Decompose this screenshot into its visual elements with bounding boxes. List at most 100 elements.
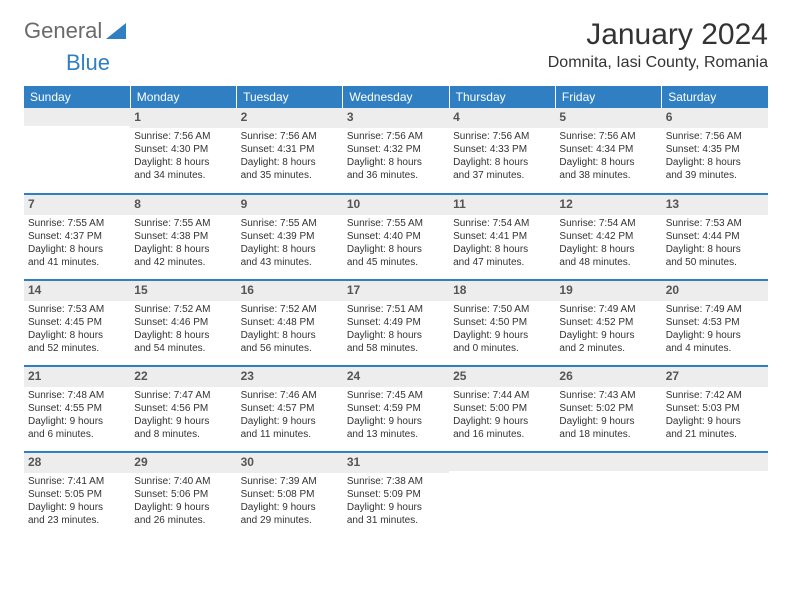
cell-line: Sunset: 4:55 PM xyxy=(28,402,126,415)
cell-line: and 43 minutes. xyxy=(241,256,339,269)
cell-line: Daylight: 8 hours xyxy=(559,156,657,169)
day-number xyxy=(449,453,555,471)
calendar-row: 7Sunrise: 7:55 AMSunset: 4:37 PMDaylight… xyxy=(24,194,768,280)
cell-line: Sunrise: 7:46 AM xyxy=(241,389,339,402)
calendar-head: SundayMondayTuesdayWednesdayThursdayFrid… xyxy=(24,86,768,108)
day-number: 6 xyxy=(662,108,768,128)
cell-line: Daylight: 8 hours xyxy=(453,156,551,169)
cell-line: Sunset: 4:42 PM xyxy=(559,230,657,243)
cell-line: Sunrise: 7:55 AM xyxy=(347,217,445,230)
location-text: Domnita, Iasi County, Romania xyxy=(548,54,768,72)
calendar-cell: 26Sunrise: 7:43 AMSunset: 5:02 PMDayligh… xyxy=(555,366,661,452)
cell-line: Sunset: 4:45 PM xyxy=(28,316,126,329)
calendar-cell xyxy=(662,452,768,538)
day-number: 17 xyxy=(343,281,449,301)
calendar-body: 1Sunrise: 7:56 AMSunset: 4:30 PMDaylight… xyxy=(24,108,768,538)
calendar-cell xyxy=(555,452,661,538)
cell-line: Sunrise: 7:45 AM xyxy=(347,389,445,402)
calendar-table: SundayMondayTuesdayWednesdayThursdayFrid… xyxy=(24,86,768,538)
cell-line: and 31 minutes. xyxy=(347,514,445,527)
cell-line: and 58 minutes. xyxy=(347,342,445,355)
cell-line: Daylight: 8 hours xyxy=(134,243,232,256)
cell-line: and 16 minutes. xyxy=(453,428,551,441)
month-title: January 2024 xyxy=(548,18,768,52)
calendar-cell: 20Sunrise: 7:49 AMSunset: 4:53 PMDayligh… xyxy=(662,280,768,366)
calendar-cell: 29Sunrise: 7:40 AMSunset: 5:06 PMDayligh… xyxy=(130,452,236,538)
cell-line: Daylight: 8 hours xyxy=(28,329,126,342)
cell-line: Sunrise: 7:56 AM xyxy=(347,130,445,143)
day-number: 13 xyxy=(662,195,768,215)
day-number: 28 xyxy=(24,453,130,473)
calendar-cell: 13Sunrise: 7:53 AMSunset: 4:44 PMDayligh… xyxy=(662,194,768,280)
day-number: 29 xyxy=(130,453,236,473)
cell-line: Sunrise: 7:50 AM xyxy=(453,303,551,316)
cell-line: and 23 minutes. xyxy=(28,514,126,527)
cell-line: Daylight: 9 hours xyxy=(666,329,764,342)
calendar-cell: 27Sunrise: 7:42 AMSunset: 5:03 PMDayligh… xyxy=(662,366,768,452)
cell-line: Sunset: 4:32 PM xyxy=(347,143,445,156)
cell-line: and 18 minutes. xyxy=(559,428,657,441)
cell-line: Daylight: 8 hours xyxy=(347,243,445,256)
cell-line: and 39 minutes. xyxy=(666,169,764,182)
cell-line: Daylight: 9 hours xyxy=(134,415,232,428)
cell-line: Sunrise: 7:39 AM xyxy=(241,475,339,488)
day-number: 21 xyxy=(24,367,130,387)
title-block: January 2024 Domnita, Iasi County, Roman… xyxy=(548,18,768,72)
cell-line: Sunset: 4:41 PM xyxy=(453,230,551,243)
cell-line: Sunrise: 7:42 AM xyxy=(666,389,764,402)
cell-line: Sunrise: 7:56 AM xyxy=(559,130,657,143)
cell-line: Sunrise: 7:56 AM xyxy=(241,130,339,143)
day-number: 9 xyxy=(237,195,343,215)
calendar-cell xyxy=(449,452,555,538)
cell-line: Daylight: 8 hours xyxy=(559,243,657,256)
cell-line: Sunset: 4:59 PM xyxy=(347,402,445,415)
cell-line: Sunset: 4:44 PM xyxy=(666,230,764,243)
cell-line: and 26 minutes. xyxy=(134,514,232,527)
cell-line: Sunrise: 7:53 AM xyxy=(28,303,126,316)
logo-triangle-icon xyxy=(106,23,126,39)
cell-line: Sunset: 4:31 PM xyxy=(241,143,339,156)
cell-line: and 38 minutes. xyxy=(559,169,657,182)
cell-line: Sunrise: 7:55 AM xyxy=(28,217,126,230)
cell-line: and 37 minutes. xyxy=(453,169,551,182)
calendar-cell: 8Sunrise: 7:55 AMSunset: 4:38 PMDaylight… xyxy=(130,194,236,280)
calendar-cell: 9Sunrise: 7:55 AMSunset: 4:39 PMDaylight… xyxy=(237,194,343,280)
day-number: 4 xyxy=(449,108,555,128)
day-number: 23 xyxy=(237,367,343,387)
weekday-header: Wednesday xyxy=(343,86,449,108)
calendar-row: 14Sunrise: 7:53 AMSunset: 4:45 PMDayligh… xyxy=(24,280,768,366)
weekday-header: Thursday xyxy=(449,86,555,108)
day-number xyxy=(555,453,661,471)
cell-line: Sunrise: 7:48 AM xyxy=(28,389,126,402)
cell-line: Sunrise: 7:38 AM xyxy=(347,475,445,488)
cell-line: Sunset: 5:02 PM xyxy=(559,402,657,415)
cell-line: Daylight: 8 hours xyxy=(134,329,232,342)
cell-line: Daylight: 9 hours xyxy=(28,501,126,514)
cell-line: Sunrise: 7:51 AM xyxy=(347,303,445,316)
cell-line: Sunset: 4:39 PM xyxy=(241,230,339,243)
cell-line: Sunset: 4:48 PM xyxy=(241,316,339,329)
cell-line: Sunset: 4:37 PM xyxy=(28,230,126,243)
cell-line: Sunset: 4:53 PM xyxy=(666,316,764,329)
cell-line: Daylight: 9 hours xyxy=(134,501,232,514)
cell-line: Sunrise: 7:54 AM xyxy=(453,217,551,230)
calendar-cell: 2Sunrise: 7:56 AMSunset: 4:31 PMDaylight… xyxy=(237,108,343,194)
cell-line: Daylight: 8 hours xyxy=(666,243,764,256)
calendar-cell xyxy=(24,108,130,194)
cell-line: and 47 minutes. xyxy=(453,256,551,269)
calendar-cell: 15Sunrise: 7:52 AMSunset: 4:46 PMDayligh… xyxy=(130,280,236,366)
cell-line: Daylight: 8 hours xyxy=(28,243,126,256)
day-number: 22 xyxy=(130,367,236,387)
cell-line: Daylight: 9 hours xyxy=(453,415,551,428)
calendar-cell: 28Sunrise: 7:41 AMSunset: 5:05 PMDayligh… xyxy=(24,452,130,538)
day-number: 30 xyxy=(237,453,343,473)
cell-line: Sunrise: 7:40 AM xyxy=(134,475,232,488)
day-number: 7 xyxy=(24,195,130,215)
cell-line: Sunrise: 7:47 AM xyxy=(134,389,232,402)
cell-line: Daylight: 8 hours xyxy=(453,243,551,256)
day-number: 11 xyxy=(449,195,555,215)
cell-line: and 6 minutes. xyxy=(28,428,126,441)
logo: General xyxy=(24,18,126,44)
cell-line: Daylight: 8 hours xyxy=(347,156,445,169)
calendar-cell: 18Sunrise: 7:50 AMSunset: 4:50 PMDayligh… xyxy=(449,280,555,366)
